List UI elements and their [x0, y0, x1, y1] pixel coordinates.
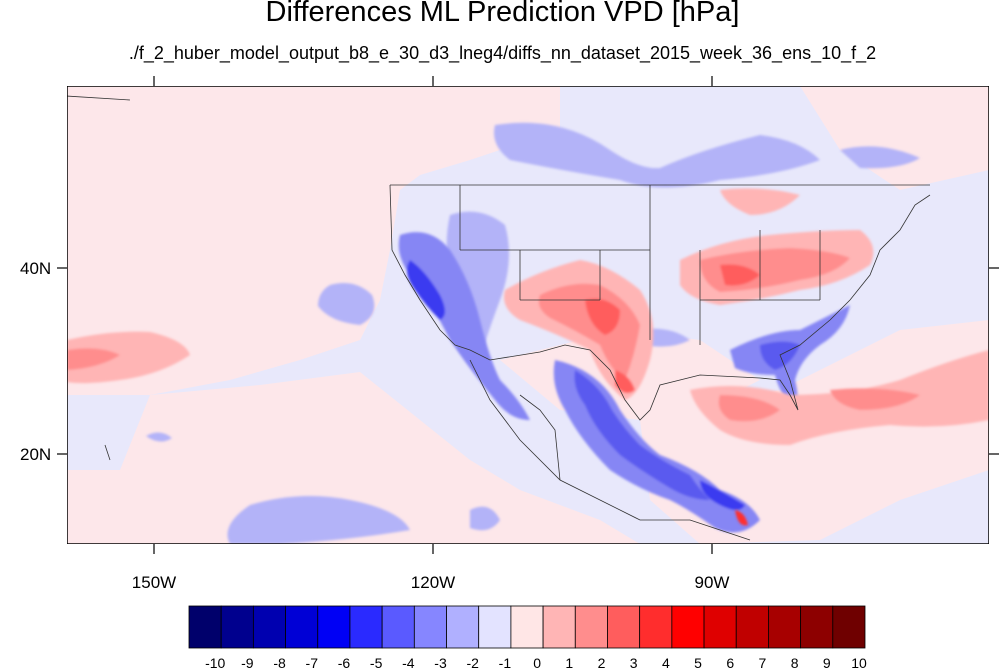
colorbar-label: -8 — [273, 655, 286, 671]
colorbar-swatch — [349, 605, 383, 649]
colorbar-swatch — [768, 605, 802, 649]
positive-light-regions — [67, 86, 989, 544]
colorbar-swatch — [574, 605, 608, 649]
colorbar-label: 8 — [791, 655, 799, 671]
colorbar-swatch — [220, 605, 254, 649]
colorbar-swatch — [832, 605, 866, 649]
positive-strong-regions — [67, 188, 989, 526]
colorbar-swatch — [703, 605, 737, 649]
x-tick-label: 90W — [695, 573, 730, 592]
colorbar-swatch — [542, 605, 576, 649]
colorbar-label: -2 — [466, 655, 479, 671]
colorbar-swatch — [607, 605, 641, 649]
colorbar-swatch — [639, 605, 673, 649]
x-tick-label: 120W — [411, 573, 455, 592]
colorbar-swatch — [800, 605, 834, 649]
colorbar-swatch — [188, 605, 222, 649]
colorbar-label: -7 — [306, 655, 319, 671]
colorbar-label: 10 — [851, 655, 867, 671]
colorbar-label: 3 — [630, 655, 638, 671]
colorbar: -10 -9 -8 -7 -6 -5 -4 -3 -2 -1 0 1 2 3 4 5 6 7 8 9 10 — [188, 605, 867, 671]
colorbar-label: 5 — [694, 655, 702, 671]
map-title: Differences ML Prediction VPD [hPa] — [265, 0, 740, 28]
x-tick-label: 150W — [132, 573, 176, 592]
colorbar-swatch — [252, 605, 286, 649]
colorbar-label: 4 — [662, 655, 670, 671]
x-axis-labels: 150W 120W 90W — [132, 573, 730, 592]
colorbar-swatch — [478, 605, 512, 649]
colorbar-label: -4 — [402, 655, 415, 671]
colorbar-swatch — [317, 605, 351, 649]
colorbar-swatch — [671, 605, 705, 649]
colorbar-label: -3 — [434, 655, 447, 671]
colorbar-swatch — [285, 605, 319, 649]
colorbar-swatch — [446, 605, 480, 649]
colorbar-label: -9 — [241, 655, 254, 671]
colorbar-label: -1 — [499, 655, 512, 671]
y-axis-labels: 40N 20N — [20, 259, 51, 464]
negative-light-regions — [146, 122, 920, 544]
y-tick-label: 40N — [20, 259, 51, 278]
y-tick-label: 20N — [20, 445, 51, 464]
axis-ticks — [57, 76, 999, 554]
colorbar-label: 0 — [533, 655, 541, 671]
colorbar-label: -10 — [205, 655, 225, 671]
coastline-and-borders — [67, 95, 931, 541]
colorbar-swatch — [381, 605, 415, 649]
colorbar-label: 6 — [726, 655, 734, 671]
colorbar-label: 7 — [759, 655, 767, 671]
colorbar-label: 9 — [823, 655, 831, 671]
colorbar-label: 2 — [598, 655, 606, 671]
colorbar-label: -6 — [338, 655, 351, 671]
colorbar-label: 1 — [565, 655, 573, 671]
map-subtitle: ./f_2_huber_model_output_b8_e_30_d3_lneg… — [128, 43, 877, 63]
colorbar-swatch — [735, 605, 769, 649]
colorbar-swatch — [510, 605, 544, 649]
colorbar-label: -5 — [370, 655, 383, 671]
colorbar-swatch — [413, 605, 447, 649]
